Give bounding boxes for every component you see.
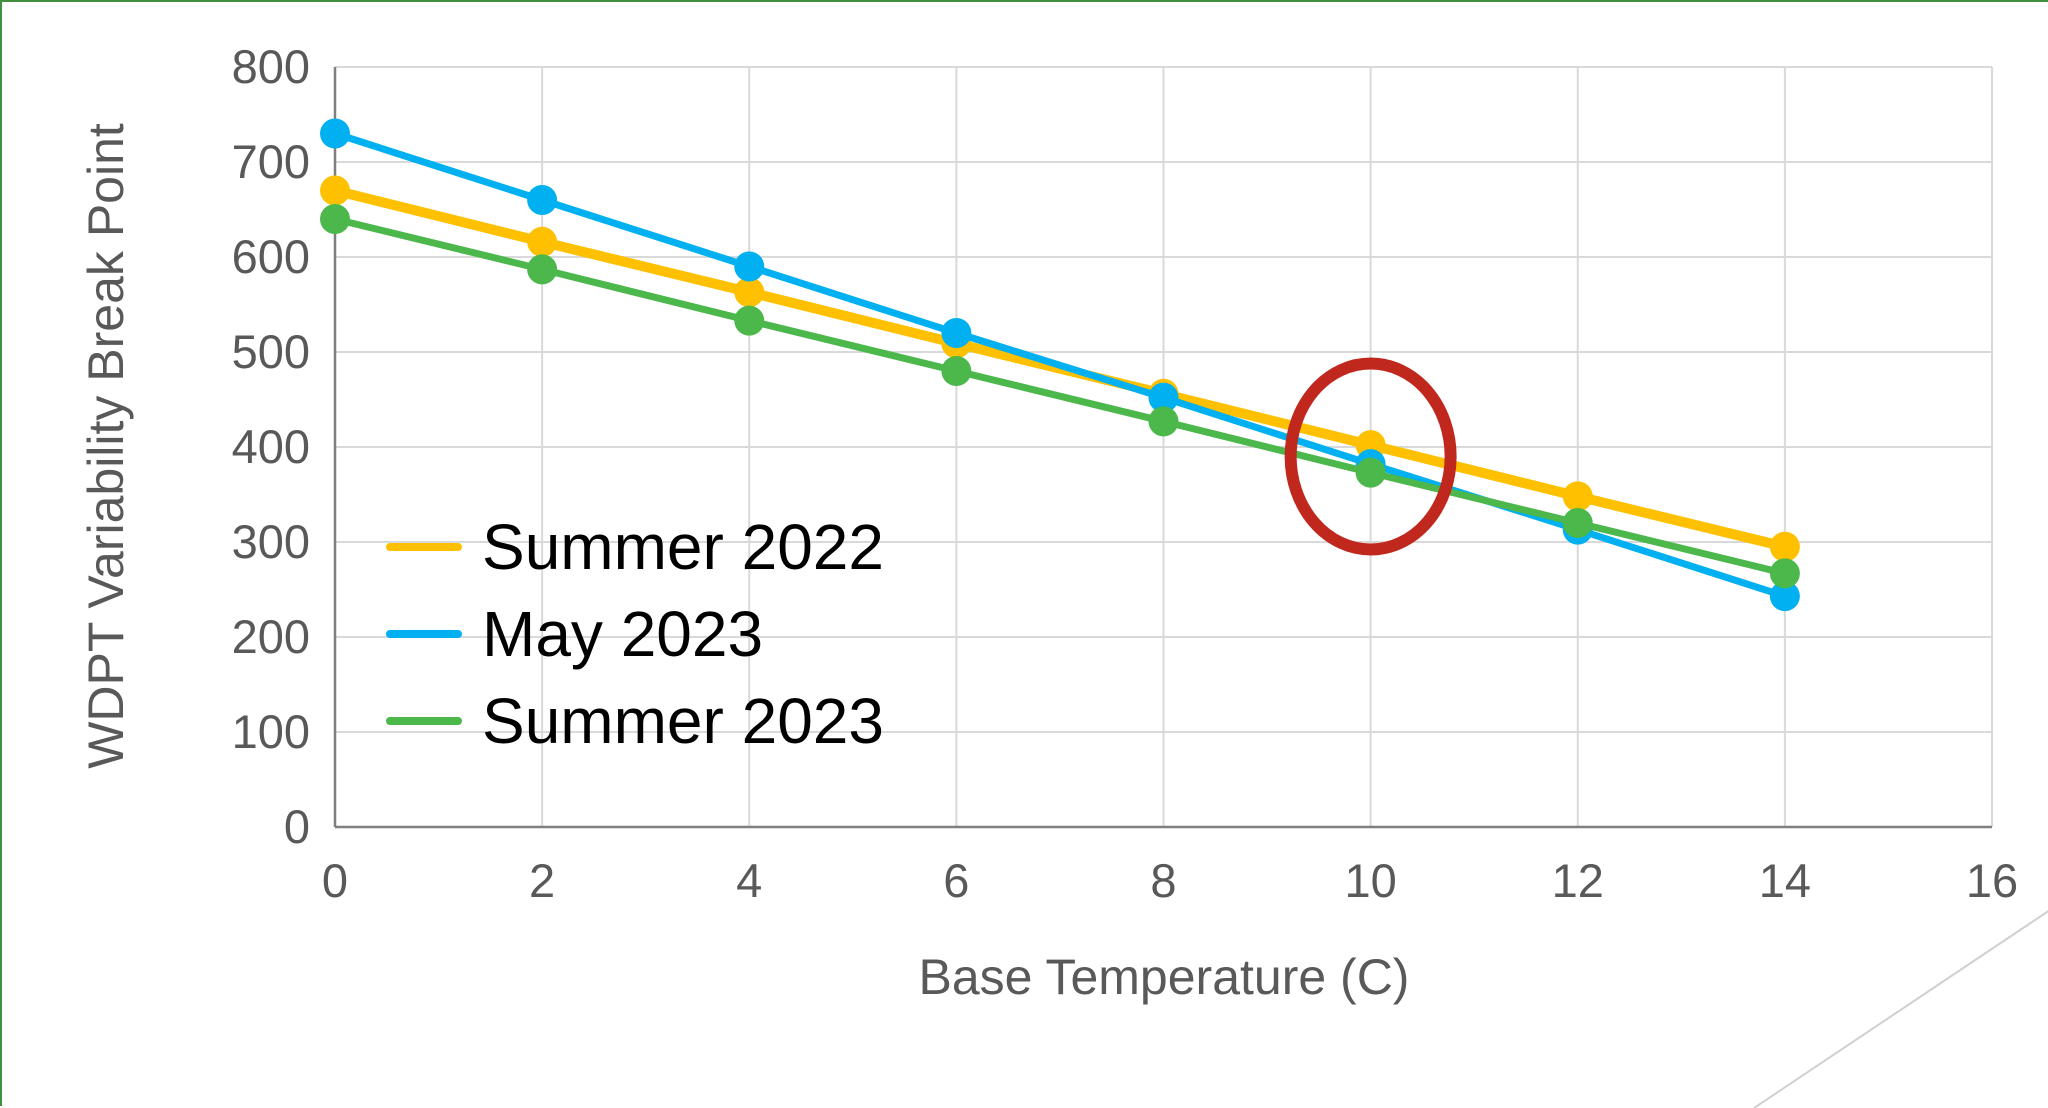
x-tick-label: 4 — [736, 854, 762, 907]
y-tick-label: 300 — [232, 515, 310, 568]
data-point-summer-2023 — [527, 254, 558, 285]
decorative-corner-line — [1753, 910, 2048, 1108]
x-tick-label: 10 — [1344, 854, 1396, 907]
y-tick-label: 400 — [232, 420, 310, 473]
legend-label-may-2023: May 2023 — [482, 598, 763, 670]
legend-label-summer-2023: Summer 2023 — [482, 685, 884, 757]
y-tick-label: 800 — [232, 40, 310, 93]
data-point-summer-2022 — [1562, 481, 1593, 512]
data-point-may-2023 — [941, 318, 972, 348]
legend-label-summer-2022: Summer 2022 — [482, 511, 884, 583]
data-point-may-2023 — [1148, 382, 1179, 413]
y-tick-label: 0 — [284, 800, 310, 853]
data-point-summer-2022 — [320, 175, 350, 206]
data-point-summer-2023 — [1148, 406, 1179, 437]
x-tick-label: 0 — [322, 854, 348, 907]
data-point-summer-2023 — [320, 204, 350, 234]
series-may-2023 — [320, 118, 1800, 612]
x-tick-label: 8 — [1150, 854, 1176, 907]
data-point-summer-2022 — [527, 226, 558, 257]
data-point-summer-2023 — [1355, 457, 1386, 488]
x-tick-label: 16 — [1966, 854, 2018, 907]
x-tick-label: 14 — [1759, 854, 1811, 907]
x-tick-label: 6 — [943, 854, 969, 907]
data-series — [320, 118, 1800, 612]
data-point-summer-2023 — [734, 305, 765, 336]
x-tick-label: 2 — [529, 854, 555, 907]
highlight-ellipse — [1284, 357, 1457, 556]
y-tick-label: 700 — [232, 135, 310, 188]
data-point-summer-2023 — [1562, 508, 1593, 538]
tick-labels: 0 100 200 300 400 500 600 700 800 0 2 4 6 8 10 12 14 16 — [232, 40, 2019, 907]
data-point-summer-2023 — [1769, 558, 1800, 589]
data-point-may-2023 — [734, 251, 765, 282]
data-point-may-2023 — [320, 118, 350, 149]
data-point-summer-2022 — [734, 277, 765, 308]
series-line-may-2023 — [333, 130, 1786, 600]
data-point-may-2023 — [1769, 581, 1800, 612]
y-tick-label: 200 — [232, 610, 310, 663]
y-axis-title: WDPT Variability Break Point — [78, 123, 134, 769]
x-axis-title: Base Temperature (C) — [919, 949, 1410, 1005]
x-tick-label: 12 — [1552, 854, 1604, 907]
series-line-summer-2023 — [334, 215, 1786, 577]
data-point-summer-2022 — [1769, 531, 1800, 562]
data-point-summer-2023 — [941, 356, 972, 386]
y-tick-label: 500 — [232, 325, 310, 378]
y-tick-label: 600 — [232, 230, 310, 283]
y-tick-label: 100 — [232, 705, 310, 758]
annotations — [1284, 357, 1457, 556]
legend: Summer 2022 May 2023 Summer 2023 — [386, 511, 884, 757]
series-summer-2023 — [320, 204, 1800, 589]
data-point-may-2023 — [527, 185, 558, 215]
